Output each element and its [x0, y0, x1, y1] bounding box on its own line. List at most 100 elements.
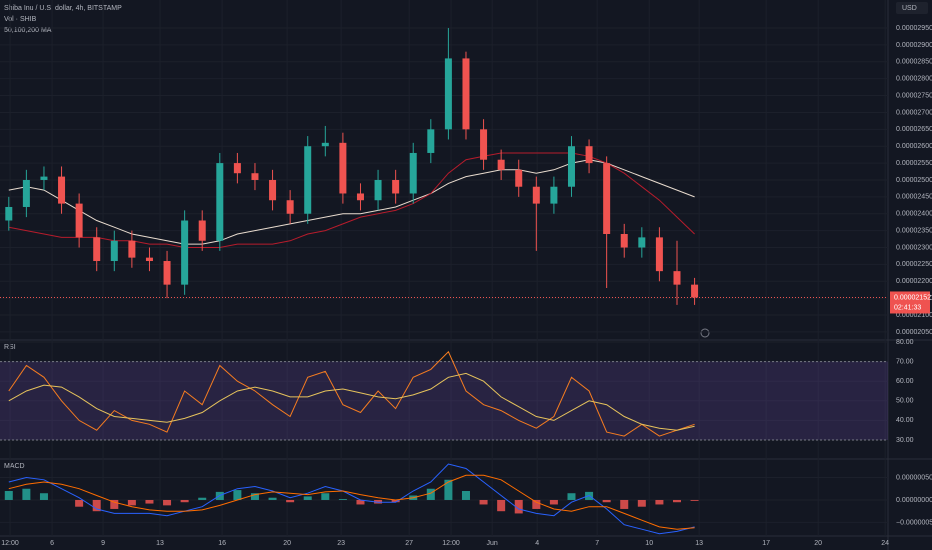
macd-histogram-bar — [145, 499, 154, 504]
y-tick-label: 0.00002600 — [896, 143, 932, 150]
candle-body — [75, 203, 83, 238]
macd-histogram-bar — [391, 499, 400, 503]
y-tick-label: 0.00002100 — [896, 312, 932, 319]
candle-body — [480, 129, 488, 160]
y-tick-label: 0.00002200 — [896, 278, 932, 285]
macd-histogram-bar — [233, 490, 242, 500]
macd-histogram-bar — [690, 499, 699, 501]
candle-body — [444, 58, 452, 130]
x-tick-label: 4 — [535, 540, 539, 547]
x-tick-label: 24 — [881, 540, 889, 547]
y-tick-label: 0.00002250 — [896, 261, 932, 268]
y-tick-label: 60.00 — [896, 378, 914, 385]
y-tick-label: 30.00 — [896, 437, 914, 444]
volume-label: Vol · SHIB — [4, 16, 37, 23]
candle-body — [286, 200, 294, 214]
macd-histogram-bar — [672, 499, 681, 503]
x-tick-label: 7 — [595, 540, 599, 547]
y-tick-label: 0.00002050 — [896, 329, 932, 336]
macd-histogram-bar — [4, 490, 13, 500]
x-tick-label: 17 — [762, 540, 770, 547]
candle-body — [93, 237, 101, 262]
last-price-label: 0.00002152 — [894, 294, 931, 301]
indicator-line — [8, 474, 695, 530]
y-tick-label: 0.00002550 — [896, 160, 932, 167]
candle-body — [22, 179, 30, 207]
currency-label[interactable]: USD — [902, 5, 917, 12]
y-tick-label: 80.00 — [896, 339, 914, 346]
macd-histogram-bar — [356, 499, 365, 505]
indicator-line — [8, 350, 695, 437]
candle-body — [550, 186, 558, 204]
macd-histogram-bar — [567, 493, 576, 500]
x-tick-label: 12:00 — [442, 540, 460, 547]
candle-body — [585, 146, 593, 164]
countdown-label: 02:41:33 — [894, 304, 921, 311]
indicator-line — [8, 463, 695, 535]
candle-body — [356, 193, 364, 201]
candle-body — [638, 237, 646, 248]
y-tick-label: 0.00000000 — [896, 497, 932, 504]
macd-histogram-bar — [127, 499, 136, 506]
last-price-box — [890, 291, 930, 314]
y-tick-label: 70.00 — [896, 358, 914, 365]
chart-title: Shiba Inu / U.S. dollar, 4h, BITSTAMP — [4, 5, 122, 12]
candle-body — [269, 179, 277, 201]
macd-histogram-bar — [92, 499, 101, 512]
y-tick-label: 0.00002950 — [896, 25, 932, 32]
macd-histogram-bar — [461, 490, 470, 500]
macd-histogram-bar — [198, 497, 207, 500]
macd-histogram-bar — [655, 499, 664, 505]
candle-body — [497, 159, 505, 170]
x-tick-label: 23 — [337, 540, 345, 547]
y-tick-label: 0.00002650 — [896, 126, 932, 133]
macd-title: MACD — [4, 463, 25, 470]
macd-histogram-bar — [22, 488, 31, 500]
replay-icon[interactable] — [700, 328, 710, 338]
candle-body — [567, 146, 575, 187]
y-tick-label: 40.00 — [896, 417, 914, 424]
macd-histogram-bar — [514, 499, 523, 514]
macd-histogram-bar — [303, 496, 312, 500]
x-tick-label: 12:00 — [1, 540, 19, 547]
candle-body — [304, 146, 312, 214]
macd-histogram-bar — [549, 499, 558, 505]
macd-histogram-bar — [426, 488, 435, 500]
x-tick-label: 13 — [695, 540, 703, 547]
candle-body — [58, 176, 66, 204]
candle-body — [515, 169, 523, 187]
macd-histogram-bar — [268, 497, 277, 500]
x-tick-label: 9 — [101, 540, 105, 547]
y-tick-label: 50.00 — [896, 398, 914, 405]
candle-body — [691, 284, 699, 298]
indicator-line — [8, 159, 695, 245]
y-tick-label: 0.00002800 — [896, 76, 932, 83]
y-tick-label: 0.00002350 — [896, 227, 932, 234]
currency-button[interactable] — [896, 2, 928, 14]
y-tick-label: 0.00002750 — [896, 92, 932, 99]
macd-histogram-bar — [286, 499, 295, 503]
candle-body — [339, 142, 347, 194]
candle-body — [110, 240, 118, 262]
candle-body — [198, 220, 206, 241]
macd-histogram-bar — [39, 493, 48, 500]
candle-body — [181, 220, 189, 285]
x-tick-label: 27 — [405, 540, 413, 547]
macd-histogram-bar — [321, 493, 330, 500]
candle-body — [392, 179, 400, 194]
candle-body — [655, 237, 663, 272]
macd-histogram-bar — [444, 479, 453, 500]
candle-body — [145, 257, 153, 262]
candle-body — [673, 271, 681, 285]
macd-histogram-bar — [479, 499, 488, 505]
x-tick-label: 20 — [814, 540, 822, 547]
x-tick-label: 6 — [50, 540, 54, 547]
candle-body — [233, 163, 241, 174]
indicator-line — [8, 372, 695, 431]
candle-body — [40, 176, 48, 180]
macd-histogram-bar — [620, 499, 629, 509]
y-tick-label: 0.00002500 — [896, 177, 932, 184]
macd-histogram-bar — [75, 499, 84, 507]
macd-histogram-bar — [163, 499, 172, 506]
y-tick-label: 0.00002900 — [896, 42, 932, 49]
